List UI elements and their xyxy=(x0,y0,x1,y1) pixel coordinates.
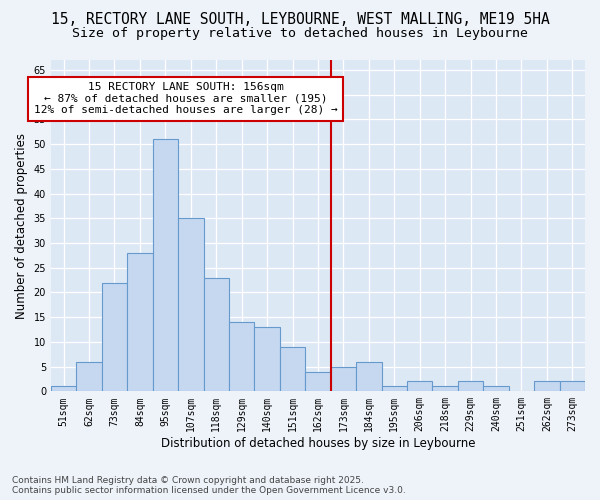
Bar xyxy=(229,322,254,392)
Bar xyxy=(127,253,152,392)
Bar xyxy=(331,366,356,392)
Bar xyxy=(102,282,127,392)
Bar xyxy=(407,382,433,392)
Bar xyxy=(382,386,407,392)
Bar xyxy=(280,347,305,392)
X-axis label: Distribution of detached houses by size in Leybourne: Distribution of detached houses by size … xyxy=(161,437,475,450)
Bar xyxy=(203,278,229,392)
Text: 15 RECTORY LANE SOUTH: 156sqm
← 87% of detached houses are smaller (195)
12% of : 15 RECTORY LANE SOUTH: 156sqm ← 87% of d… xyxy=(34,82,338,116)
Bar xyxy=(178,218,203,392)
Text: 15, RECTORY LANE SOUTH, LEYBOURNE, WEST MALLING, ME19 5HA: 15, RECTORY LANE SOUTH, LEYBOURNE, WEST … xyxy=(50,12,550,28)
Bar xyxy=(305,372,331,392)
Bar xyxy=(152,139,178,392)
Text: Size of property relative to detached houses in Leybourne: Size of property relative to detached ho… xyxy=(72,28,528,40)
Text: Contains HM Land Registry data © Crown copyright and database right 2025.
Contai: Contains HM Land Registry data © Crown c… xyxy=(12,476,406,495)
Bar xyxy=(483,386,509,392)
Bar xyxy=(356,362,382,392)
Bar xyxy=(560,382,585,392)
Bar xyxy=(458,382,483,392)
Bar xyxy=(254,327,280,392)
Bar xyxy=(433,386,458,392)
Bar xyxy=(51,386,76,392)
Bar xyxy=(76,362,102,392)
Bar xyxy=(534,382,560,392)
Y-axis label: Number of detached properties: Number of detached properties xyxy=(15,132,28,318)
